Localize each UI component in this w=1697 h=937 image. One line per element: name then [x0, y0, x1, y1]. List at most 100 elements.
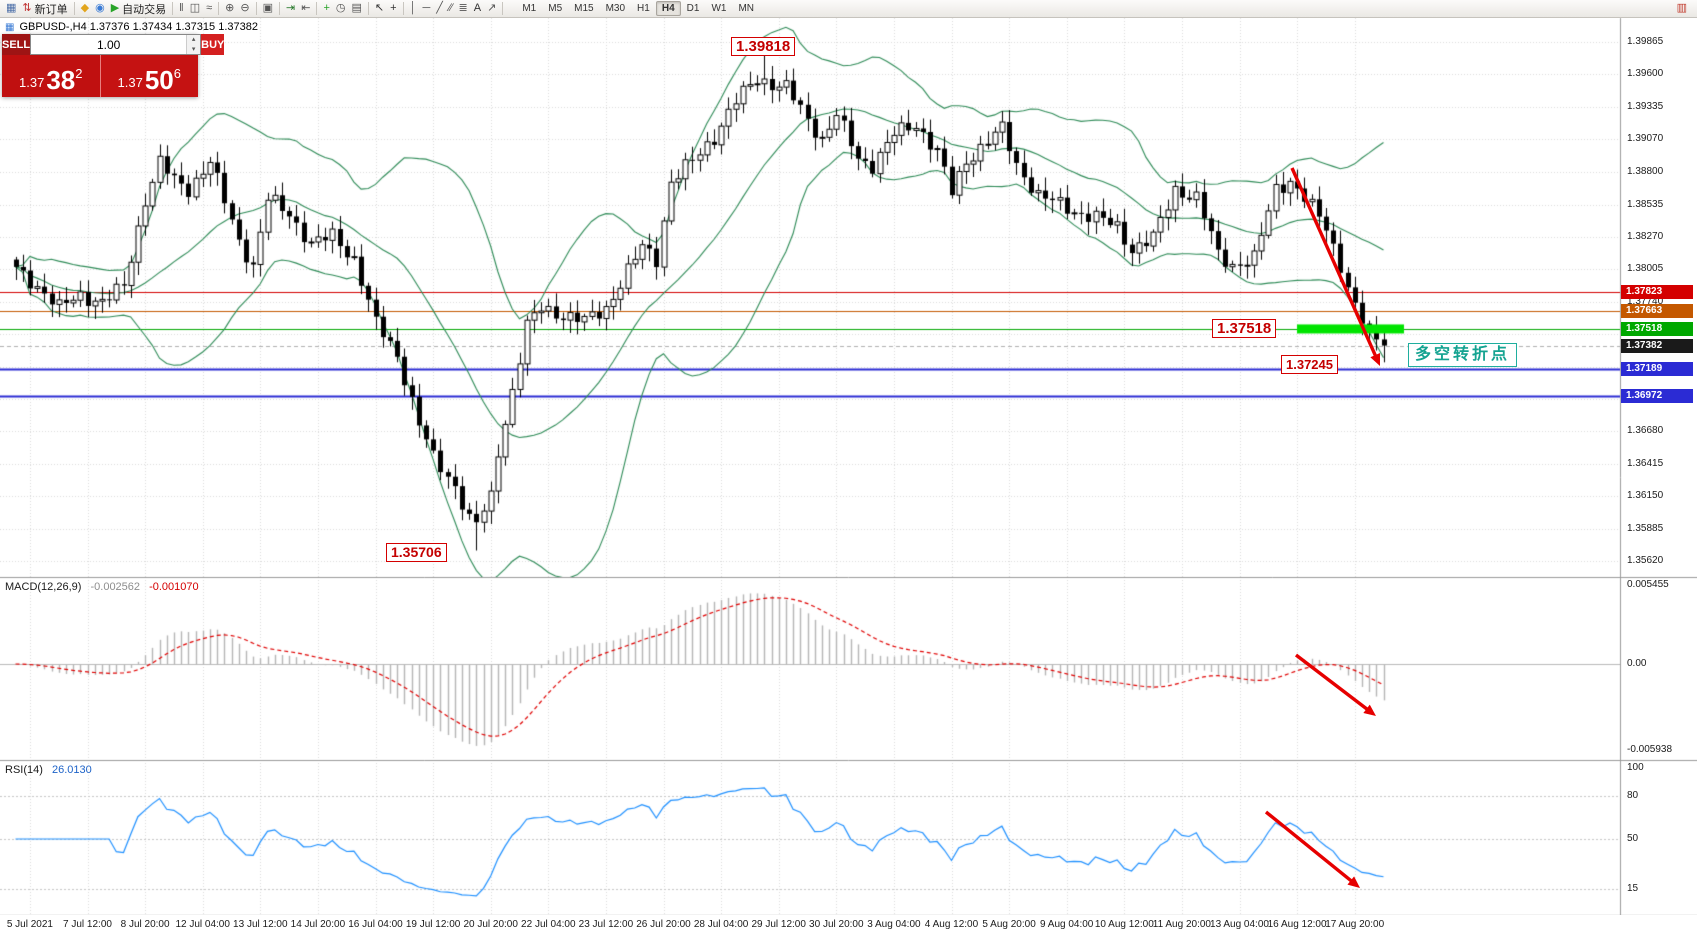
- timeframe-mn-button[interactable]: MN: [738, 3, 754, 14]
- zoom-out-icon: ⊖: [240, 2, 250, 14]
- timeframe-m1-button[interactable]: M1: [522, 3, 537, 14]
- toolbar-separator: [218, 2, 220, 15]
- fibonacci-icon[interactable]: ≣: [456, 1, 471, 17]
- toolbar-separator: [402, 2, 404, 15]
- toolbar-separator: [316, 2, 318, 15]
- toolbar-separator: [255, 2, 257, 15]
- symbol-ohlc-text: GBPUSD-,H4 1.37376 1.37434 1.37315 1.373…: [19, 21, 258, 33]
- rsi-header: RSI(14) 26.0130: [5, 764, 92, 776]
- time-axis-label: 28 Jul 04:00: [693, 919, 749, 930]
- time-axis-label: 16 Aug 12:00: [1267, 919, 1327, 930]
- macd-title: MACD(12,26,9): [5, 581, 82, 593]
- timeframe-h1-button[interactable]: H1: [637, 3, 650, 14]
- bid-big-figure: 1.37: [19, 75, 45, 90]
- time-axis-label: 11 Aug 20:00: [1152, 919, 1211, 930]
- favorites-icon: ◆: [80, 2, 90, 14]
- entry-price-label[interactable]: 1.37518: [1212, 319, 1277, 338]
- chart-shift-icon[interactable]: ⇤: [298, 1, 313, 17]
- horizontal-line-icon: ─: [422, 2, 431, 14]
- time-axis-label: 19 Jul 12:00: [405, 919, 461, 930]
- fibonacci-icon: ≣: [458, 2, 468, 14]
- time-axis-label: 3 Aug 04:00: [867, 919, 921, 930]
- turning-point-label[interactable]: 多空转折点: [1408, 343, 1518, 367]
- ask-price[interactable]: 1.37 50 6: [100, 55, 198, 97]
- toolbar-separator: [367, 2, 369, 15]
- crosshair-icon[interactable]: +: [387, 1, 399, 17]
- time-axis-label: 7 Jul 12:00: [63, 919, 112, 930]
- timeframe-h4-button[interactable]: H4: [655, 1, 681, 16]
- zoom-in-icon[interactable]: ⊕: [222, 1, 237, 17]
- time-axis-label: 22 Jul 04:00: [521, 919, 576, 930]
- toolbar-separator: [172, 2, 174, 15]
- peak-price-label[interactable]: 1.39818: [731, 37, 796, 56]
- crosshair-icon: +: [390, 2, 397, 14]
- stop-price-label[interactable]: 1.37245: [1281, 355, 1338, 374]
- time-axis-label: 17 Aug 20:00: [1325, 919, 1385, 930]
- horizontal-line-icon[interactable]: ─: [419, 1, 433, 17]
- ask-big-figure: 1.37: [117, 75, 143, 90]
- timeframe-m30-button[interactable]: M30: [605, 3, 626, 14]
- timeframe-m15-button[interactable]: M15: [574, 3, 594, 14]
- favorites-icon[interactable]: ◆: [78, 1, 92, 17]
- timeframe-m5-button[interactable]: M5: [548, 3, 563, 14]
- cursor-icon[interactable]: ↖: [372, 1, 387, 17]
- autotrade-button-label: 自动交易: [122, 3, 167, 16]
- arrow-tool-icon[interactable]: ↗: [484, 1, 499, 17]
- line-chart-icon[interactable]: ≈: [203, 1, 215, 17]
- tile-windows-icon[interactable]: ▣: [260, 1, 276, 17]
- cursor-icon: ↖: [374, 2, 385, 14]
- candlestick-icon: ▦: [5, 21, 15, 33]
- channel-icon[interactable]: ∕∕: [446, 1, 456, 17]
- new-chart-icon: ▥: [1676, 2, 1687, 14]
- channel-icon: ∕∕: [448, 2, 453, 14]
- auto-scroll-icon[interactable]: ⇥: [283, 1, 298, 17]
- volume-decrease-button[interactable]: ▾: [187, 44, 201, 54]
- autotrade-button[interactable]: ▶ 自动交易: [108, 1, 169, 17]
- bottom-price-label[interactable]: 1.35706: [386, 543, 447, 562]
- templates-icon[interactable]: ▤: [349, 1, 365, 17]
- text-tool-icon[interactable]: A: [471, 1, 484, 17]
- time-axis-label: 12 Jul 04:00: [175, 919, 230, 930]
- chart-symbol-header: ▦ GBPUSD-,H4 1.37376 1.37434 1.37315 1.3…: [5, 21, 258, 33]
- new-order-button-label: 新订单: [34, 3, 68, 16]
- volume-increase-button[interactable]: ▴: [187, 35, 201, 45]
- zoom-out-icon[interactable]: ⊖: [237, 1, 252, 17]
- timeframe-d1-button[interactable]: D1: [686, 3, 700, 14]
- volume-field: ▴ ▾: [30, 34, 202, 55]
- trendline-icon[interactable]: ╱: [433, 1, 446, 17]
- chart-window-icon[interactable]: ▦: [3, 1, 19, 17]
- candlestick-chart-icon[interactable]: ◫: [187, 1, 203, 17]
- volume-input[interactable]: [31, 35, 187, 54]
- toolbar: ▦ ⇅ 新订单 ◆ ◉ ▶ 自动交易 ‖ ◫ ≈ ⊕ ⊖ ▣ ⇥ ⇤ + ◷ ▤ ↖ + │ ─ ╱ ∕∕ ≣ A ↗ M1 M5 M15…: [0, 0, 1697, 18]
- ask-pips: 50: [144, 65, 174, 95]
- macd-header: MACD(12,26,9) -0.002562 -0.001070: [5, 581, 199, 593]
- new-chart-icon[interactable]: ▥: [1674, 1, 1690, 17]
- periods-icon[interactable]: ◷: [333, 1, 349, 17]
- tile-windows-icon: ▣: [262, 2, 274, 14]
- zoom-in-icon: ⊕: [225, 2, 235, 14]
- macd-main-value: -0.002562: [90, 581, 141, 593]
- toolbar-separator: [502, 2, 504, 15]
- indicators-icon[interactable]: +: [320, 1, 332, 17]
- time-axis-label: 30 Jul 20:00: [809, 919, 864, 930]
- bid-price[interactable]: 1.37 38 2: [2, 55, 101, 97]
- market-watch-icon: ◉: [95, 2, 105, 14]
- new-order-icon: ⇅: [22, 2, 32, 14]
- vertical-line-icon[interactable]: │: [407, 1, 420, 17]
- new-order-button[interactable]: ⇅ 新订单: [19, 1, 70, 17]
- time-axis-label: 5 Aug 20:00: [982, 919, 1036, 930]
- candlestick-chart-icon: ◫: [189, 2, 201, 14]
- ask-pipette: 6: [173, 66, 181, 81]
- bar-chart-icon[interactable]: ‖: [176, 1, 187, 17]
- vertical-line-icon: │: [409, 2, 417, 14]
- periods-icon: ◷: [335, 2, 346, 14]
- time-axis: 5 Jul 2021 7 Jul 12:00 8 Jul 20:00 12 Jul 0…: [0, 915, 1697, 937]
- time-axis-label: 13 Aug 04:00: [1210, 919, 1269, 930]
- buy-button[interactable]: BUY: [201, 34, 225, 55]
- sell-button[interactable]: SELL: [2, 34, 31, 55]
- timeframe-w1-button[interactable]: W1: [711, 3, 727, 14]
- time-axis-label: 5 Jul 2021: [6, 919, 53, 930]
- market-watch-icon[interactable]: ◉: [92, 1, 108, 17]
